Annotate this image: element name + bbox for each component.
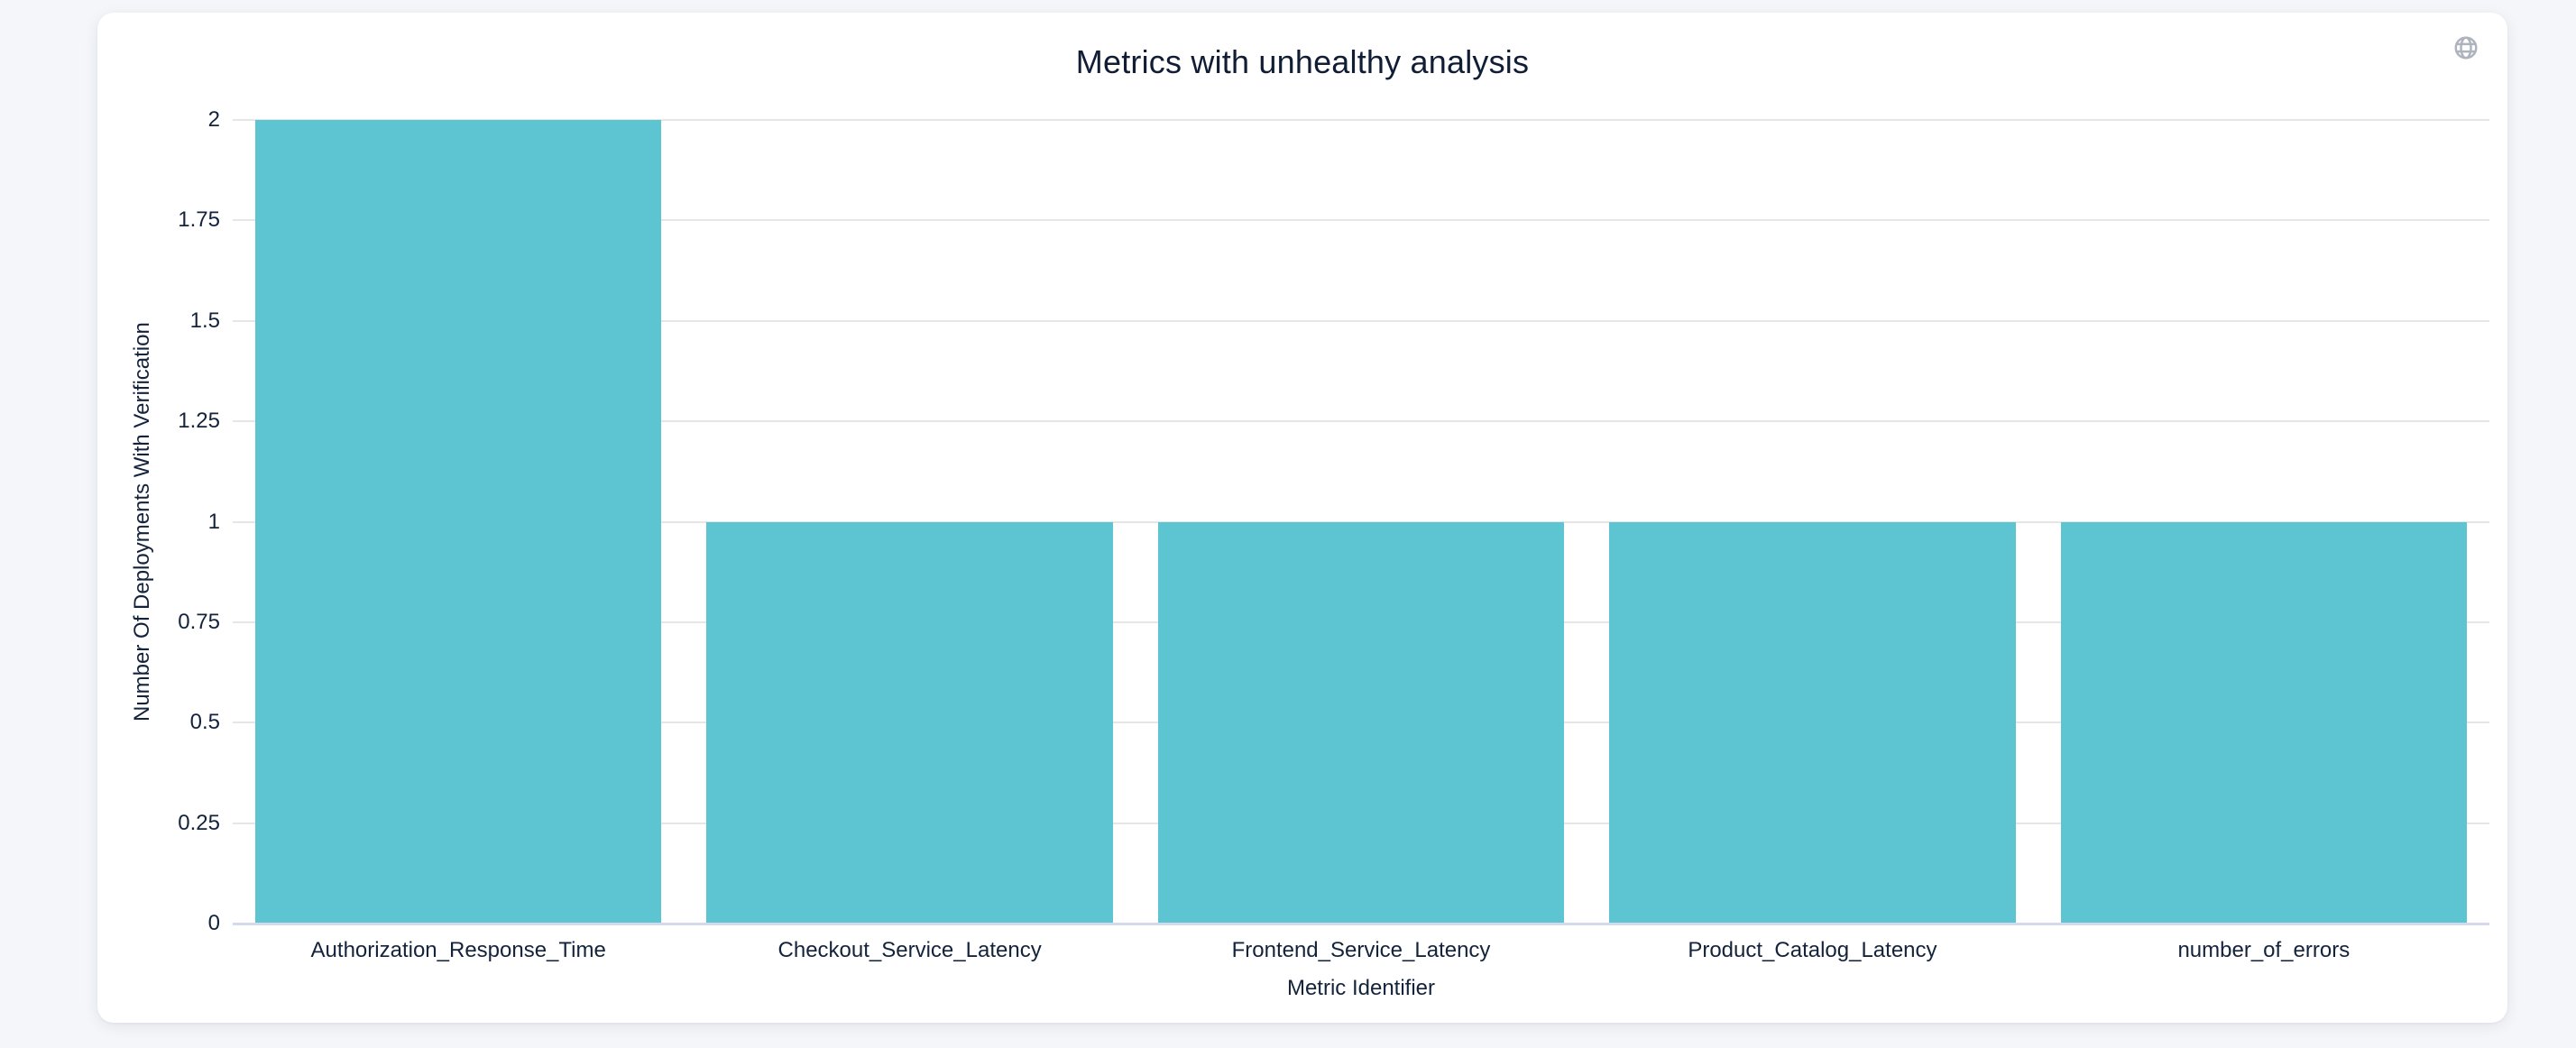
y-tick-label: 0.5	[189, 710, 220, 735]
plot-area	[233, 119, 2489, 925]
bar-Authorization_Response_Time[interactable]	[255, 120, 662, 924]
bar-number_of_errors[interactable]	[2060, 521, 2467, 924]
y-tick-label: 1.25	[178, 409, 220, 434]
bar-slot	[1136, 120, 1587, 924]
globe-button[interactable]	[2452, 34, 2480, 63]
bar-Product_Catalog_Latency[interactable]	[1609, 521, 2016, 924]
y-tick-label: 1.5	[189, 308, 220, 333]
bars	[233, 120, 2489, 924]
x-tick-label: Checkout_Service_Latency	[777, 938, 1042, 962]
globe-icon	[2452, 34, 2479, 64]
chart-title: Metrics with unhealthy analysis	[1075, 43, 1530, 80]
gridline	[233, 420, 2489, 423]
x-tick-labels: Authorization_Response_Time Checkout_Serv…	[233, 938, 2489, 963]
gridline	[233, 219, 2489, 222]
x-tick-label: Product_Catalog_Latency	[1688, 938, 1937, 962]
gridline	[233, 319, 2489, 322]
chart-card: Metrics with unhealthy analysis Number O…	[97, 13, 2507, 1023]
bar-slot	[1587, 120, 2038, 924]
x-tick-label: Frontend_Service_Latency	[1231, 938, 1491, 962]
bar-slot	[2038, 120, 2489, 924]
x-axis-line	[233, 923, 2489, 925]
bar-slot	[684, 120, 1135, 924]
y-tick-label: 0.25	[178, 810, 220, 835]
x-axis-title: Metric Identifier	[1286, 976, 1436, 1000]
x-tick-label: number_of_errors	[2177, 938, 2351, 962]
y-tick-labels: 0 0.25 0.5 0.75 1 1.25 1.5 1.75 2	[97, 109, 220, 934]
y-tick-label: 0.75	[178, 609, 220, 634]
y-tick-label: 2	[207, 107, 220, 132]
y-tick-label: 1.75	[178, 207, 220, 233]
y-tick-label: 0	[207, 911, 220, 935]
bar-slot	[233, 120, 684, 924]
bar-Frontend_Service_Latency[interactable]	[1157, 521, 1565, 924]
gridline	[233, 119, 2489, 121]
y-tick-label: 1	[207, 509, 220, 534]
x-tick-label: Authorization_Response_Time	[310, 938, 606, 962]
bar-Checkout_Service_Latency[interactable]	[706, 521, 1113, 924]
